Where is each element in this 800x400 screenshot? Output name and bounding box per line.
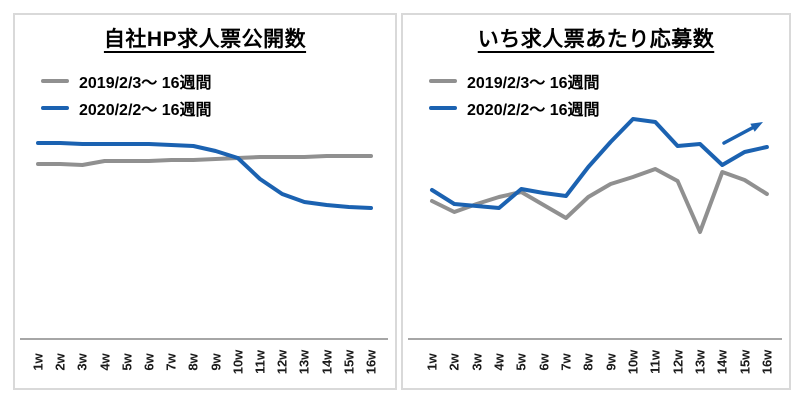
chart-panel-hp-postings: 自社HP求人票公開数 2019/2/3〜 16週間 2020/2/2〜 16週間… <box>13 13 397 390</box>
legend-item-2019: 2019/2/3〜 16週間 <box>429 71 600 92</box>
legend-swatch-2019 <box>41 79 69 83</box>
trend-arrow-icon <box>722 122 763 145</box>
legend: 2019/2/3〜 16週間 2020/2/2〜 16週間 <box>41 71 212 125</box>
series-line <box>36 154 373 167</box>
legend: 2019/2/3〜 16週間 2020/2/2〜 16週間 <box>429 71 600 125</box>
legend-label-2020: 2020/2/2〜 16週間 <box>79 102 212 119</box>
line-chart <box>36 141 373 210</box>
x-axis-line <box>408 338 782 340</box>
line-chart <box>430 117 769 234</box>
chart-panel-applications-per-posting: いち求人票あたり応募数 2019/2/3〜 16週間 2020/2/2〜 16週… <box>401 13 791 390</box>
chart-title: いち求人票あたり応募数 <box>477 28 715 51</box>
series-line <box>430 167 769 234</box>
legend-label-2019: 2019/2/3〜 16週間 <box>467 75 600 92</box>
legend-item-2019: 2019/2/3〜 16週間 <box>41 71 212 92</box>
legend-label-2020: 2020/2/2〜 16週間 <box>467 102 600 119</box>
legend-swatch-2019 <box>429 79 457 83</box>
legend-label-2019: 2019/2/3〜 16週間 <box>79 75 212 92</box>
legend-swatch-2020 <box>429 106 457 110</box>
series-line <box>430 117 769 210</box>
series-line <box>36 141 373 210</box>
legend-item-2020: 2020/2/2〜 16週間 <box>41 98 212 119</box>
x-axis-line <box>20 338 388 340</box>
legend-swatch-2020 <box>41 106 69 110</box>
legend-item-2020: 2020/2/2〜 16週間 <box>429 98 600 119</box>
chart-title: 自社HP求人票公開数 <box>103 28 307 51</box>
